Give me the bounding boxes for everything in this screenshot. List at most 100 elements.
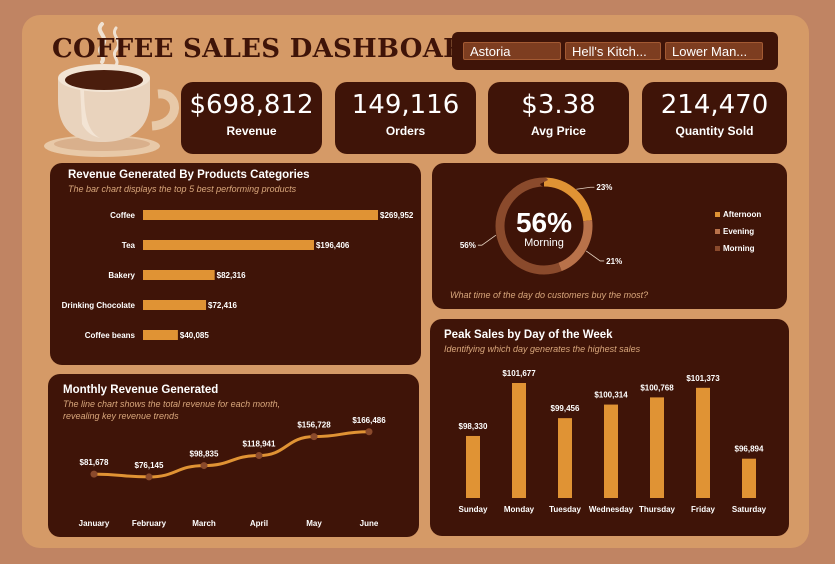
data-label: $76,145 — [135, 461, 164, 470]
chart-title: Monthly Revenue Generated — [63, 384, 219, 396]
day-label: Monday — [504, 505, 535, 514]
chart-subtitle: The bar chart displays the top 5 best pe… — [68, 184, 297, 194]
bar — [650, 397, 664, 498]
kpi-value: $3.38 — [521, 90, 596, 120]
bar — [696, 387, 710, 498]
bar — [466, 435, 480, 498]
center-label: Morning — [524, 237, 564, 249]
day-of-week-bar-chart: $98,330 Sunday $101,677 Monday $99,456 Tuesda… — [459, 369, 767, 514]
leader-line — [576, 186, 595, 190]
data-label: $269,952 — [380, 211, 414, 220]
bar — [143, 330, 178, 340]
data-label: $101,373 — [686, 374, 720, 383]
kpi-value: 149,116 — [351, 90, 460, 120]
day-label: Thursday — [639, 505, 676, 514]
coffee-cup-icon — [44, 22, 179, 157]
day-label: Friday — [691, 505, 716, 514]
donut-slice — [495, 177, 593, 275]
time-of-day-panel: 23% 21% 56% 56% Morning Afternoon Evening Morni… — [432, 163, 787, 309]
slice-label: 56% — [460, 241, 476, 250]
line-point — [145, 473, 153, 481]
data-label: $82,316 — [217, 271, 246, 280]
data-label: $81,678 — [80, 458, 109, 467]
kpi-label: Revenue — [226, 124, 277, 138]
kpi-card-avg-price: $3.38 Avg Price — [488, 82, 629, 154]
location-slicer: Astoria Hell's Kitch... Lower Man... — [452, 32, 778, 70]
center-value: 56% — [516, 207, 572, 238]
category-label: Coffee — [110, 211, 135, 220]
bar — [143, 300, 207, 310]
category-label: Bakery — [108, 271, 135, 280]
day-label: Wednesday — [589, 505, 634, 514]
data-label: $72,416 — [208, 301, 237, 310]
kpi-label: Orders — [385, 124, 426, 138]
legend-item: Evening — [723, 227, 754, 236]
legend-swatch — [715, 246, 720, 251]
data-label: $96,894 — [735, 445, 764, 454]
leader-line — [585, 250, 605, 262]
kpi-card-orders: 149,116 Orders — [335, 82, 476, 154]
slicer-option-lower-manhattan[interactable]: Lower Man... — [665, 42, 763, 60]
data-label: $196,406 — [316, 241, 350, 250]
chart-title: Peak Sales by Day of the Week — [444, 329, 613, 341]
data-label: $40,085 — [180, 331, 209, 340]
chart-caption: What time of the day do customers buy th… — [450, 290, 649, 300]
data-label: $166,486 — [352, 416, 386, 425]
legend-swatch — [715, 229, 720, 234]
line-point — [365, 428, 373, 436]
month-label: April — [250, 519, 268, 528]
kpi-value: 214,470 — [660, 90, 769, 120]
bar — [604, 404, 618, 498]
data-label: $100,314 — [594, 391, 628, 400]
line-point — [200, 462, 208, 470]
bar — [558, 418, 572, 498]
month-label: January — [79, 519, 110, 528]
kpi-label: Quantity Sold — [675, 124, 754, 138]
data-label: $98,330 — [459, 422, 488, 431]
line-point — [255, 452, 263, 460]
kpi-value: $698,812 — [189, 90, 314, 120]
category-label: Tea — [122, 241, 136, 250]
kpi-card-quantity-sold: 214,470 Quantity Sold — [642, 82, 787, 154]
category-label: Coffee beans — [85, 331, 136, 340]
kpi-label: Avg Price — [531, 124, 586, 138]
product-revenue-bar-chart: Coffee $269,952 Tea $196,406 Bakery $82,316 Dr… — [62, 210, 414, 340]
category-label: Drinking Chocolate — [62, 301, 136, 310]
slicer-option-hells-kitchen[interactable]: Hell's Kitch... — [565, 42, 661, 60]
data-label: $99,456 — [551, 404, 580, 413]
monthly-revenue-line-chart: $81,678 January $76,145 February $98,835 Marc… — [79, 416, 387, 528]
day-label: Tuesday — [549, 505, 581, 514]
line-point — [90, 470, 98, 478]
day-label: Sunday — [459, 505, 488, 514]
month-label: June — [360, 519, 379, 528]
monthly-revenue-panel: Monthly Revenue Generated The line chart… — [48, 374, 419, 537]
legend-swatch — [715, 212, 720, 217]
donut-slice — [495, 177, 593, 275]
chart-title: Revenue Generated By Products Categories — [68, 169, 310, 181]
day-label: Saturday — [732, 505, 767, 514]
data-label: $98,835 — [190, 450, 219, 459]
bar — [143, 270, 215, 280]
month-label: March — [192, 519, 216, 528]
time-of-day-donut-chart: 23%21%56%56%MorningAfternoonEveningMorni… — [460, 177, 761, 275]
revenue-line — [93, 430, 370, 479]
bar — [512, 383, 526, 498]
legend-item: Morning — [723, 244, 755, 253]
data-label: $100,768 — [640, 383, 674, 392]
dashboard-title: COFFEE SALES DASHBOARD — [52, 34, 488, 64]
product-categories-panel: Revenue Generated By Products Categories… — [50, 163, 421, 365]
leader-line — [477, 234, 497, 246]
bar — [143, 210, 378, 220]
day-of-week-panel: Peak Sales by Day of the Week Identifyin… — [430, 319, 789, 536]
line-point — [310, 433, 318, 441]
chart-subtitle: Identifying which day generates the high… — [444, 344, 641, 354]
bar — [742, 458, 756, 498]
slicer-option-astoria[interactable]: Astoria — [463, 42, 561, 60]
data-label: $118,941 — [243, 440, 276, 449]
slice-label: 21% — [606, 257, 622, 266]
kpi-card-revenue: $698,812 Revenue — [181, 82, 322, 154]
data-label: $101,677 — [502, 369, 536, 378]
month-label: May — [306, 519, 322, 528]
slice-label: 23% — [596, 183, 612, 192]
data-label: $156,728 — [297, 421, 331, 430]
